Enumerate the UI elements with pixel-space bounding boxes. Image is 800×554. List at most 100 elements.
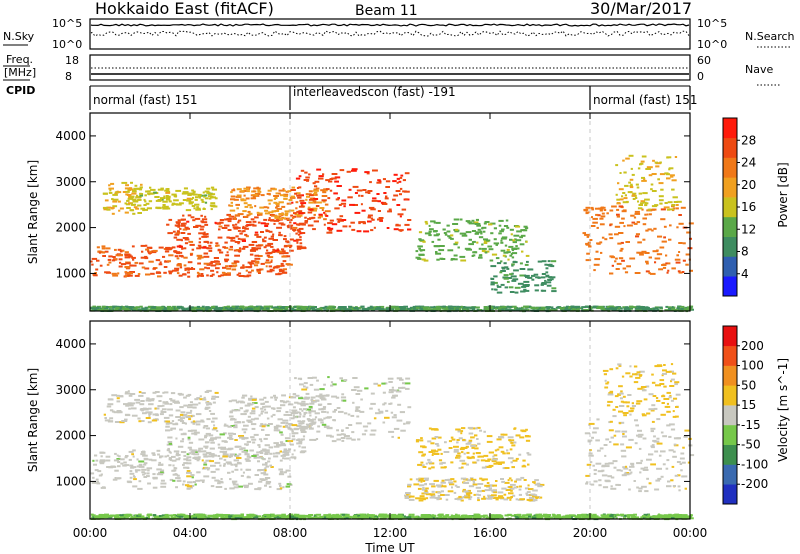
power-echo-cell (127, 274, 133, 277)
velocity-echo-cell (384, 382, 388, 385)
velocity-echo-cell (172, 479, 176, 482)
power-echo-cell (595, 213, 599, 216)
power-echo-cell (321, 209, 324, 211)
power-echo-cell (278, 222, 284, 225)
power-echo-cell (139, 186, 143, 189)
power-echo-cell (179, 266, 183, 269)
power-echo-cell (186, 271, 190, 274)
velocity-echo-cell (163, 416, 170, 419)
velocity-echo-cell (623, 467, 629, 470)
velocity-echo-cell (674, 415, 679, 418)
velocity-echo-cell (213, 516, 218, 519)
velocity-echo-cell (648, 453, 654, 456)
power-echo-cell (392, 198, 396, 201)
velocity-echo-cell (512, 459, 518, 462)
velocity-echo-cell (676, 461, 681, 463)
power-echo-region (490, 260, 557, 294)
velocity-echo-cell (196, 397, 201, 400)
power-echo-cell (645, 306, 650, 309)
velocity-echo-cell (129, 472, 135, 475)
velocity-echo-cell (234, 439, 238, 441)
velocity-echo-cell (506, 449, 509, 452)
power-echo-cell (641, 179, 647, 182)
power-echo-cell (549, 263, 553, 266)
velocity-echo-cell (620, 400, 624, 403)
velocity-echo-cell (210, 412, 215, 415)
velocity-echo-cell (405, 493, 409, 496)
power-echo-cell (484, 308, 488, 311)
power-echo-cell (551, 276, 556, 279)
power-echo-cell (318, 177, 324, 180)
power-echo-cell (523, 288, 527, 291)
velocity-echo-cell (508, 486, 513, 488)
power-echo-cell (590, 306, 594, 309)
power-echo-cell (392, 180, 397, 183)
velocity-echo-cell (636, 486, 639, 489)
velocity-echo-cell (666, 391, 671, 394)
velocity-echo-cell (415, 440, 420, 443)
velocity-echo-cell (161, 408, 167, 411)
velocity-echo-cell (326, 411, 329, 414)
velocity-echo-cell (391, 389, 398, 392)
power-echo-cell (671, 267, 676, 270)
velocity-echo-cell (156, 473, 163, 476)
velocity-echo-cell (527, 484, 530, 487)
velocity-echo-cell (450, 461, 454, 464)
power-echo-cell (135, 207, 140, 210)
velocity-echo-cell (620, 469, 623, 472)
velocity-echo-cell (234, 421, 239, 424)
power-echo-cell (658, 182, 664, 185)
velocity-echo-cell (206, 427, 210, 430)
velocity-echo-cell (680, 452, 685, 455)
velocity-echo-cell (229, 438, 234, 440)
velocity-echo-cell (659, 379, 665, 382)
velocity-echo-cell (102, 486, 106, 489)
velocity-echo-cell (437, 485, 442, 488)
power-echo-cell (379, 305, 385, 308)
power-echo-cell (265, 265, 268, 268)
power-echo-cell (645, 168, 651, 170)
velocity-echo-cell (201, 459, 204, 462)
velocity-echo-cell (454, 498, 458, 500)
power-echo-cell (319, 215, 323, 218)
power-echo-cell (109, 305, 114, 308)
velocity-echo-cell (98, 474, 103, 477)
velocity-echo-cell (420, 439, 424, 442)
velocity-echo-cell (114, 452, 117, 455)
velocity-echo-cell (679, 457, 685, 460)
power-echo-cell (176, 272, 180, 275)
power-echo-cell (141, 250, 144, 253)
power-echo-cell (443, 232, 447, 234)
velocity-echo-cell (444, 441, 447, 444)
power-echo-cell (496, 262, 502, 265)
power-echo-cell (257, 189, 261, 192)
power-echo-cell (471, 306, 476, 309)
velocity-echo-cell (444, 494, 450, 496)
velocity-echo-cell (420, 437, 423, 440)
velocity-echo-cell (669, 385, 675, 387)
power-echo-cell (187, 275, 191, 278)
power-echo-cell (596, 226, 599, 229)
power-echo-cell (444, 233, 448, 236)
power-echo-cell (396, 204, 401, 206)
power-echo-cell (518, 307, 522, 310)
power-echo-cell (335, 198, 340, 201)
power-echo-cell (502, 276, 509, 279)
velocity-echo-cell (135, 401, 141, 404)
power-echo-cell (537, 260, 543, 263)
power-echo-cell (223, 273, 230, 275)
power-echo-cell (191, 189, 195, 192)
nsky-tick-bottom: 10^0 (52, 38, 82, 51)
velocity-echo-cell (265, 481, 272, 483)
power-echo-cell (458, 305, 462, 308)
velocity-echo-cell (662, 463, 666, 466)
power-echo-cell (224, 218, 229, 221)
power-echo-cell (311, 306, 315, 309)
power-echo-cell (674, 156, 678, 158)
velocity-echo-cell (139, 403, 145, 406)
power-echo-cell (651, 208, 657, 211)
power-echo-cell (438, 245, 445, 247)
power-echo-cell (681, 271, 685, 273)
velocity-echo-cell (332, 410, 336, 413)
power-echo-cell (189, 198, 193, 201)
